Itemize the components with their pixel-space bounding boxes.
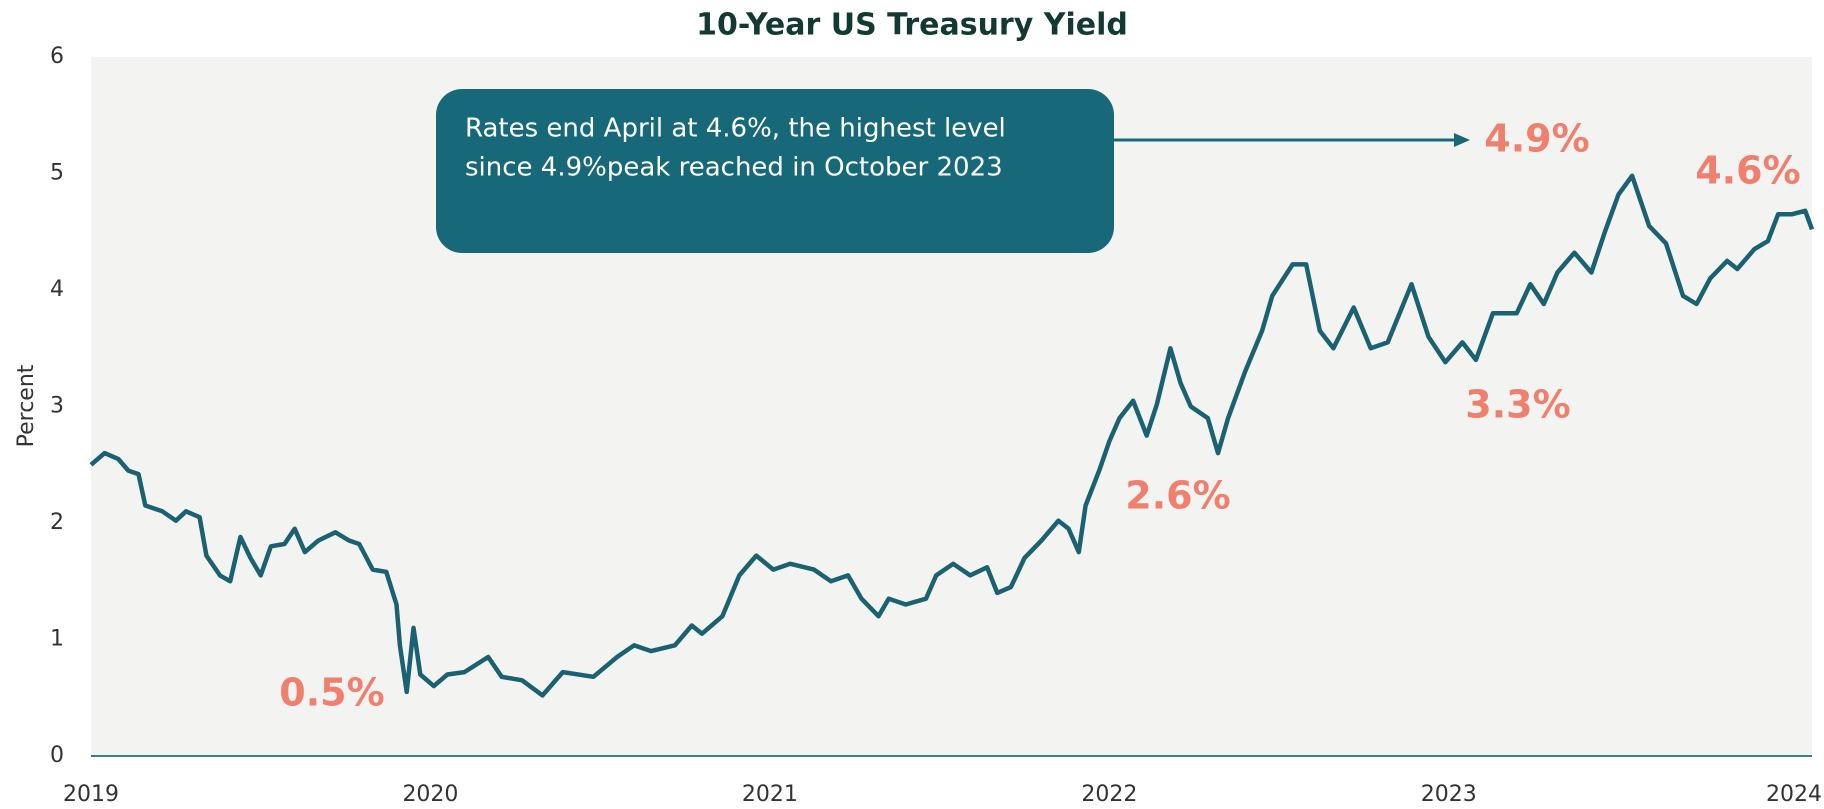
annotation: 4.9%	[1484, 117, 1589, 161]
y-axis-title: Percent	[14, 364, 39, 447]
annotation: 4.6%	[1695, 149, 1800, 193]
chart-title: 10-Year US Treasury Yield	[696, 8, 1128, 43]
annotation: 2.6%	[1125, 474, 1230, 518]
annotation: 3.3%	[1465, 383, 1570, 427]
y-tick-label: 3	[50, 394, 64, 419]
y-tick-label: 6	[50, 44, 64, 69]
callout-text: since 4.9%peak reached in October 2023	[465, 153, 1003, 183]
line-series	[89, 173, 1815, 698]
x-tick-label: 2023	[1421, 782, 1477, 807]
callout-box	[436, 89, 1114, 253]
y-tick-label: 4	[50, 277, 64, 302]
x-tick-label: 2024	[1766, 782, 1822, 807]
x-tick-label: 2022	[1081, 782, 1137, 807]
x-tick-label: 2019	[63, 782, 119, 807]
y-tick-label: 5	[50, 161, 64, 186]
annotation: 0.5%	[279, 671, 384, 715]
arrow-head	[1454, 133, 1470, 147]
x-tick-label: 2020	[402, 782, 458, 807]
y-tick-label: 1	[50, 627, 64, 652]
y-tick-label: 0	[50, 743, 64, 768]
x-tick-label: 2021	[742, 782, 798, 807]
y-tick-label: 2	[50, 510, 64, 535]
callout-text: Rates end April at 4.6%, the highest lev…	[465, 114, 1006, 144]
